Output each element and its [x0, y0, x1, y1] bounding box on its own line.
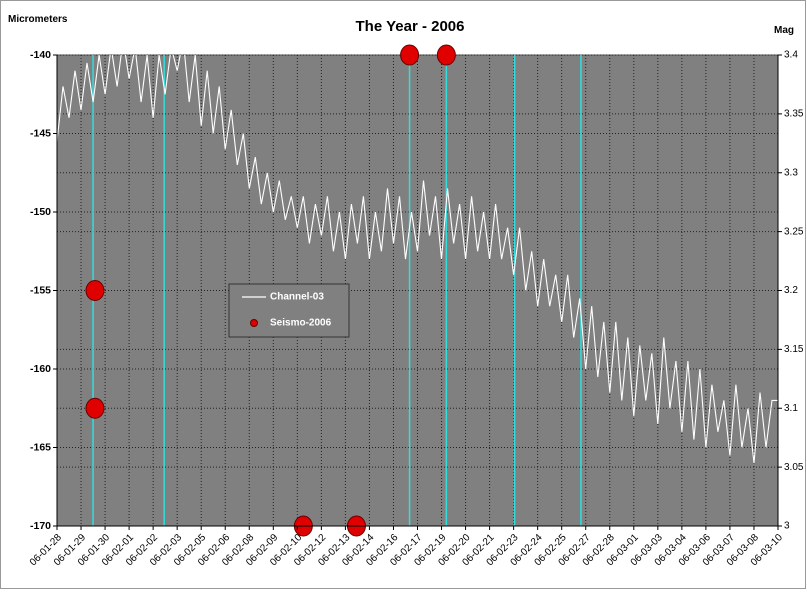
y2-tick-label: 3.15 [784, 344, 804, 355]
y-tick-label: -155 [30, 284, 51, 296]
series-line [57, 55, 778, 464]
legend-box [228, 283, 350, 338]
seismo-point [400, 44, 420, 66]
y-tick-label: -170 [30, 520, 51, 532]
chart-title: The Year - 2006 [356, 18, 465, 35]
y2-tick-label: 3.3 [784, 167, 798, 178]
seismo-point [85, 397, 105, 419]
legend: Channel-03 Seismo-2006 [228, 283, 350, 338]
y2-tick-label: 3.4 [784, 50, 798, 61]
y2-tick-label: 3 [784, 521, 790, 532]
y2-tick-label: 3.2 [784, 285, 798, 296]
legend-label: Seismo-2006 [270, 318, 332, 329]
grid [56, 54, 779, 527]
points-layer [85, 44, 456, 537]
y2-axis-title: Mag [774, 25, 794, 36]
plot-layer [57, 55, 778, 464]
y2-tick-label: 3.1 [784, 403, 798, 414]
seismo-point [436, 44, 456, 66]
y-tick-label: -165 [30, 441, 51, 453]
legend-marker [250, 319, 258, 327]
y-tick-label: -140 [30, 49, 51, 61]
y-axis-title: Micrometers [8, 14, 68, 25]
legend-label: Channel-03 [270, 292, 324, 303]
y-tick-label: -150 [30, 206, 51, 218]
y-tick-label: -160 [30, 363, 51, 375]
event-lines [92, 55, 582, 526]
y2-tick-label: 3.35 [784, 109, 804, 120]
y2-tick-label: 3.05 [784, 462, 804, 473]
seismo-point [85, 280, 105, 301]
y-tick-label: -145 [30, 127, 51, 139]
y2-tick-label: 3.25 [784, 226, 804, 237]
